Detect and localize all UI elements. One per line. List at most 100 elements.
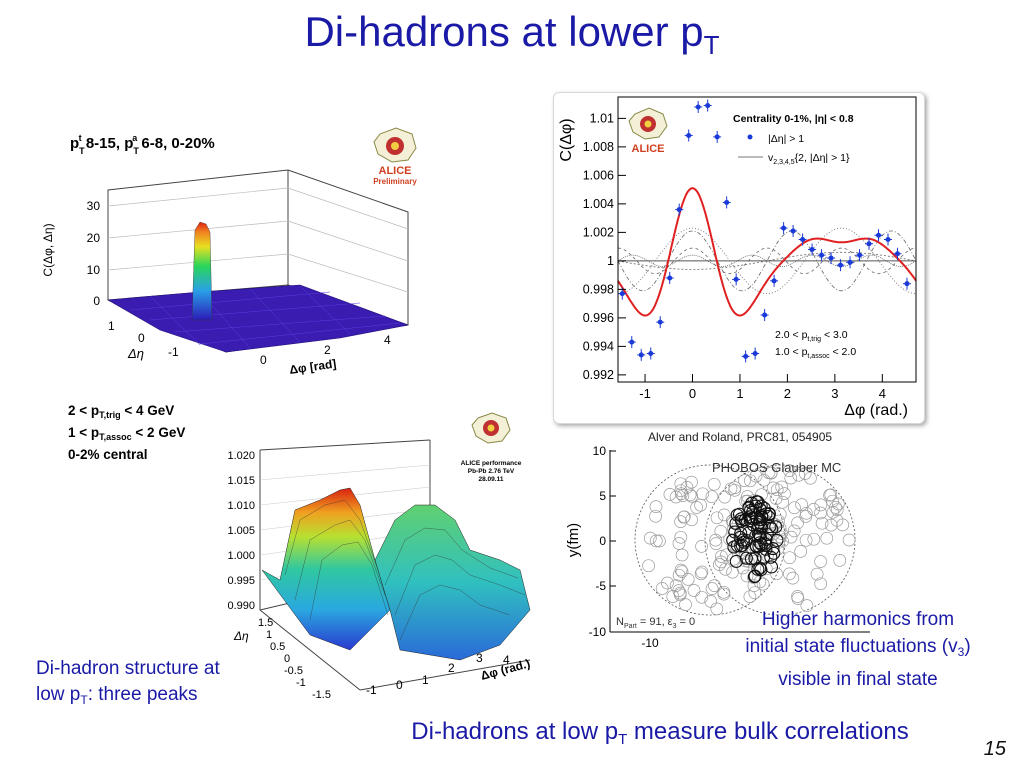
spectator-nucleon bbox=[804, 471, 817, 485]
x-tick: -10 bbox=[641, 636, 659, 650]
cuts-text: 2 < pT,trig < 4 GeV 1 < pT,assoc < 2 GeV… bbox=[68, 402, 185, 463]
spectator-nucleon bbox=[783, 464, 796, 477]
spectator-nucleon bbox=[709, 537, 723, 550]
spectator-nucleon bbox=[694, 567, 708, 581]
spectator-nucleon bbox=[709, 533, 722, 547]
surface-mesh bbox=[284, 499, 526, 641]
spectator-nucleon bbox=[717, 508, 731, 522]
spectator-nucleon bbox=[642, 559, 655, 573]
data-point bbox=[619, 291, 625, 297]
spectator-nucleon bbox=[649, 509, 662, 523]
spectator-nucleon bbox=[715, 550, 728, 563]
spectator-nucleon bbox=[717, 587, 731, 601]
cut-assoc: 1 < pT,assoc < 2 GeV bbox=[68, 425, 186, 442]
alice-logo: ALICE performance Pb-Pb 2.76 TeV 28.09.1… bbox=[461, 412, 522, 483]
x-tick: 4 bbox=[879, 386, 886, 401]
x-axis-label: Δφ (rad.) bbox=[844, 402, 908, 419]
participant-nucleon bbox=[733, 530, 747, 544]
y-tick: 0 bbox=[599, 534, 606, 548]
spectator-nucleon bbox=[826, 494, 839, 508]
spectator-nucleon bbox=[675, 548, 689, 562]
spectator-nucleon bbox=[784, 530, 798, 544]
spectator-nucleon bbox=[728, 481, 742, 494]
spectator-nucleon bbox=[738, 474, 751, 487]
x-ticks: 0 2 4 bbox=[260, 333, 391, 367]
spectator-nucleon bbox=[677, 510, 691, 524]
page-number: 15 bbox=[983, 738, 1006, 760]
participant-nucleon bbox=[732, 507, 747, 521]
spectator-nucleon bbox=[695, 540, 708, 553]
spectator-nucleon bbox=[727, 552, 740, 566]
x-tick: 4 bbox=[503, 653, 510, 667]
data-point bbox=[714, 134, 720, 140]
spectator-nucleon bbox=[743, 590, 757, 604]
participant-nucleon bbox=[734, 539, 748, 553]
spectator-nucleon bbox=[832, 497, 845, 511]
left-caption-line1: Di-hadron structure at bbox=[36, 658, 220, 679]
x-tick: -1 bbox=[366, 683, 377, 697]
glauber-scatter-plot: 10 5 0 -5 -10 -10 y(fm) PHOBOS Glauber M… bbox=[565, 444, 870, 650]
alice-logo: ALICE bbox=[628, 107, 668, 155]
spectator-nucleon bbox=[799, 510, 813, 523]
x-tick: 2 bbox=[324, 343, 331, 357]
spectator-nucleon bbox=[815, 516, 829, 530]
data-points bbox=[618, 99, 911, 363]
data-point bbox=[695, 104, 701, 110]
spectator-nucleon bbox=[814, 506, 827, 520]
participant-nucleon bbox=[727, 540, 741, 554]
spectator-nucleon bbox=[787, 524, 801, 538]
y-ticks: 0.992 0.994 0.996 0.998 1 1.002 1.004 1.006 1.00… bbox=[583, 111, 626, 382]
data-point bbox=[781, 225, 787, 231]
z-tick: 0.995 bbox=[227, 575, 255, 587]
participant-nucleon bbox=[736, 533, 750, 547]
data-point bbox=[724, 199, 730, 205]
spectator-nucleon bbox=[683, 488, 697, 502]
spectator-nucleon bbox=[674, 563, 688, 577]
data-point bbox=[828, 255, 834, 261]
cut-centrality: 0-2% central bbox=[68, 447, 148, 462]
x-ticks: -1 0 1 2 3 4 bbox=[639, 374, 886, 401]
spectator-nucleon bbox=[823, 488, 836, 502]
spectator-nucleon bbox=[807, 532, 821, 546]
glauber-title: PHOBOS Glauber MC bbox=[712, 460, 841, 475]
fit-curve bbox=[617, 187, 917, 317]
participant-nucleon bbox=[762, 507, 776, 521]
spectator-nucleon bbox=[681, 573, 695, 586]
spectator-nucleon bbox=[673, 586, 687, 600]
data-point bbox=[866, 241, 872, 247]
spectator-nucleon bbox=[675, 565, 689, 578]
spectator-nucleon bbox=[677, 510, 691, 524]
y-tick-marks bbox=[610, 450, 616, 587]
data-point bbox=[904, 281, 910, 287]
y-tick: 0.994 bbox=[583, 339, 614, 353]
y-tick: -1 bbox=[168, 345, 179, 359]
y-tick: 1.004 bbox=[583, 197, 614, 211]
svg-text:ALICE: ALICE bbox=[379, 165, 412, 177]
data-point bbox=[762, 312, 768, 318]
spectator-nucleon bbox=[672, 537, 686, 550]
participant-nucleon bbox=[735, 514, 749, 528]
data-point bbox=[894, 251, 900, 257]
spectator-nucleon bbox=[708, 579, 721, 592]
y-tick: 0.998 bbox=[583, 282, 614, 296]
spectator-nucleon bbox=[679, 598, 692, 611]
z-tick: 20 bbox=[87, 231, 101, 245]
right-caption-line1: Higher harmonics from bbox=[761, 609, 955, 630]
data-point bbox=[771, 278, 777, 284]
spectator-nucleon bbox=[842, 533, 856, 547]
spectator-nucleon bbox=[814, 498, 828, 512]
spectator-nucleon bbox=[807, 503, 820, 516]
cut-trig: 2 < pT,trig < 4 GeV bbox=[68, 403, 175, 420]
near-side-peak bbox=[191, 221, 213, 321]
y-tick: -5 bbox=[595, 579, 606, 593]
y-tick: 5 bbox=[599, 489, 606, 503]
y-axis-label: C(Δφ) bbox=[558, 118, 575, 161]
spectator-nucleon bbox=[756, 577, 770, 591]
spectator-nucleon bbox=[778, 487, 791, 500]
x-tick: 2 bbox=[448, 661, 455, 675]
data-point bbox=[705, 103, 711, 109]
participant-nucleon bbox=[765, 522, 779, 536]
spectator-nucleon bbox=[783, 551, 796, 565]
data-point bbox=[809, 246, 815, 252]
x-tick: 4 bbox=[384, 333, 391, 347]
